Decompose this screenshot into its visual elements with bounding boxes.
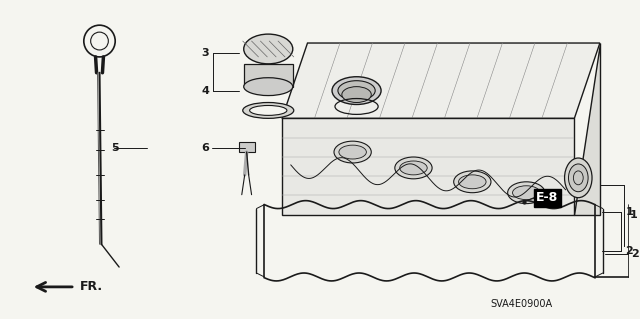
Text: 2: 2	[625, 246, 633, 256]
Text: E-8: E-8	[536, 191, 558, 204]
Text: 6: 6	[202, 143, 209, 153]
Text: 3: 3	[202, 48, 209, 58]
Ellipse shape	[400, 161, 427, 175]
Ellipse shape	[513, 186, 540, 200]
Ellipse shape	[243, 102, 294, 118]
Ellipse shape	[508, 182, 545, 204]
Ellipse shape	[459, 175, 486, 189]
Ellipse shape	[250, 106, 287, 115]
Text: 2: 2	[631, 249, 639, 259]
Ellipse shape	[342, 87, 371, 102]
Circle shape	[556, 76, 566, 85]
Ellipse shape	[338, 81, 375, 100]
Ellipse shape	[244, 34, 292, 64]
Text: 4: 4	[202, 85, 209, 96]
Polygon shape	[239, 142, 255, 152]
Text: 1: 1	[625, 206, 633, 217]
Circle shape	[349, 76, 360, 85]
Text: 5: 5	[111, 143, 119, 153]
Ellipse shape	[564, 158, 592, 198]
Circle shape	[487, 76, 497, 85]
Ellipse shape	[454, 171, 491, 193]
Ellipse shape	[244, 78, 292, 96]
Text: SVA4E0900A: SVA4E0900A	[490, 299, 552, 309]
Polygon shape	[244, 64, 292, 87]
Polygon shape	[282, 43, 600, 118]
Ellipse shape	[339, 145, 366, 159]
Ellipse shape	[568, 164, 588, 192]
Polygon shape	[574, 43, 600, 214]
Text: 1: 1	[629, 210, 637, 219]
Polygon shape	[282, 118, 574, 214]
Ellipse shape	[332, 77, 381, 105]
Text: FR.: FR.	[80, 280, 103, 293]
Circle shape	[419, 76, 428, 85]
Ellipse shape	[395, 157, 432, 179]
Ellipse shape	[334, 141, 371, 163]
